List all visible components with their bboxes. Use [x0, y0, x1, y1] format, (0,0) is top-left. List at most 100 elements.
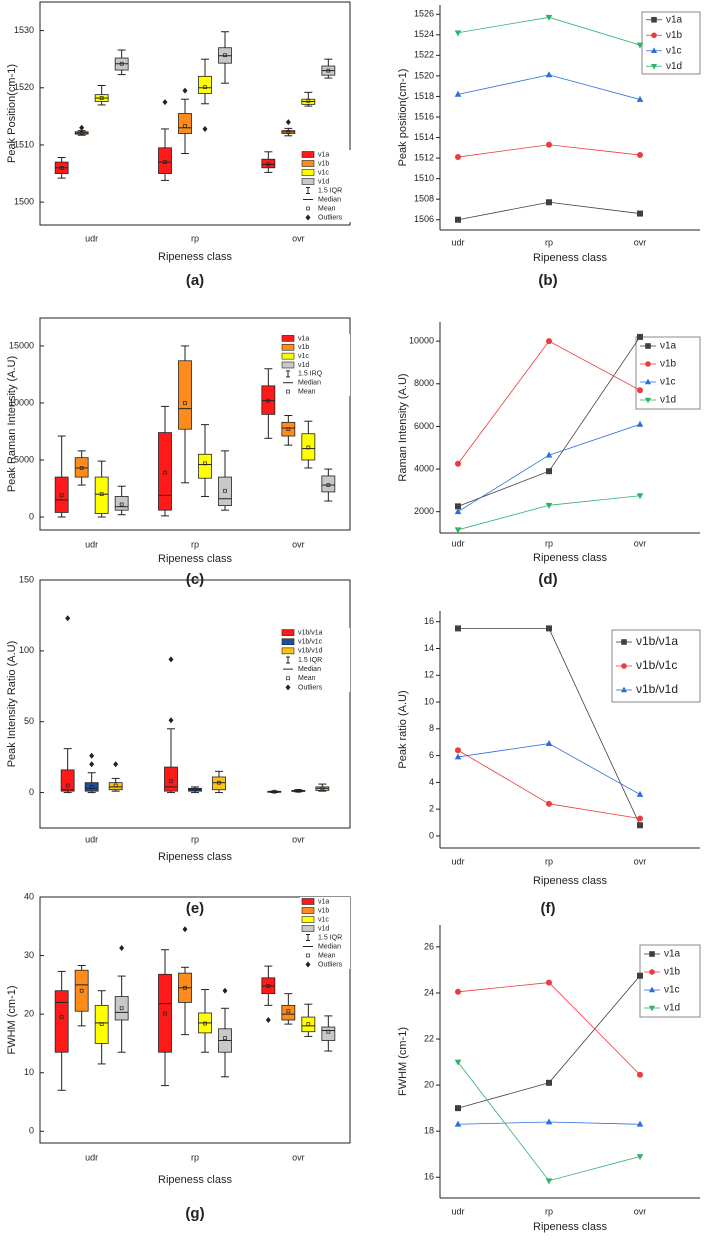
y-tick-label: 0 — [29, 787, 34, 797]
x-axis-label: Ripeness class — [533, 875, 607, 887]
y-tick-label: 1516 — [414, 111, 434, 121]
mean — [266, 398, 271, 403]
outlier — [162, 99, 168, 106]
marker — [649, 969, 655, 975]
legend-swatch — [301, 178, 315, 185]
marker — [455, 503, 461, 510]
x-tick-label: ovr — [634, 1206, 647, 1216]
y-tick-label: 12 — [424, 670, 434, 680]
mean — [113, 783, 118, 788]
y-tick-label: 1518 — [414, 91, 434, 101]
legend-label: ν1d — [318, 925, 329, 932]
legend-swatch — [281, 361, 295, 369]
box — [60, 769, 75, 792]
mean — [203, 85, 207, 90]
mean — [79, 466, 84, 470]
legend-glyph — [306, 953, 310, 958]
mean — [119, 1006, 124, 1011]
marker — [545, 71, 553, 78]
marker — [648, 986, 656, 993]
marker — [546, 338, 552, 345]
x-tick-label: ovr — [292, 1152, 305, 1162]
y-axis-label: Peak Intensity Ratio (A.U) — [6, 641, 18, 768]
y-tick-label: 10000 — [9, 397, 34, 407]
panel-caption: (c) — [186, 571, 204, 588]
marker — [637, 210, 643, 217]
legend-swatch — [301, 916, 315, 923]
mean — [266, 984, 271, 988]
mean — [163, 1011, 167, 1016]
marker — [455, 460, 461, 467]
marker — [545, 1118, 553, 1125]
panel-caption: (g) — [185, 1205, 204, 1222]
legend-box — [635, 336, 701, 410]
x-tick-label: ovr — [292, 834, 305, 844]
marker — [637, 387, 643, 394]
legend-label: ν1b/ν1c — [636, 658, 677, 672]
box — [158, 432, 172, 511]
y-tick-label: 40 — [24, 891, 34, 901]
legend-label: ν1d — [660, 395, 676, 406]
series-line — [457, 340, 641, 464]
marker — [650, 47, 658, 53]
legend-label: ν1b — [666, 30, 683, 41]
marker — [546, 979, 552, 986]
plot-frame — [39, 317, 351, 531]
legend-label: ν1b/ν1d — [636, 682, 678, 696]
legend-glyph — [285, 684, 291, 691]
x-axis-label: Ripeness class — [158, 1174, 232, 1186]
box — [108, 782, 123, 791]
y-tick-label: 1510 — [14, 139, 34, 149]
y-tick-label: 1520 — [414, 70, 434, 80]
outlier — [222, 987, 228, 994]
legend-label: ν1c — [318, 169, 329, 176]
legend-label: ν1b/ν1a — [636, 634, 678, 648]
marker — [455, 988, 461, 995]
box — [114, 996, 129, 1021]
y-axis-label: Peak Raman Intensity (A.U) — [6, 356, 18, 492]
outlier — [65, 615, 71, 622]
outlier — [265, 1017, 271, 1023]
marker — [650, 64, 658, 70]
box — [198, 75, 212, 94]
x-tick-label: rp — [545, 538, 553, 548]
mean — [286, 1009, 291, 1014]
box — [321, 475, 336, 493]
mean — [286, 129, 291, 134]
marker — [545, 14, 553, 21]
y-tick-label: 16 — [424, 1172, 434, 1182]
legend-label: Median — [318, 196, 341, 203]
panel-caption: (f) — [541, 900, 556, 917]
marker — [455, 747, 461, 754]
legend-label: ν1a — [318, 151, 329, 158]
mean — [89, 785, 94, 789]
marker — [648, 1005, 656, 1012]
marker — [546, 141, 552, 148]
y-axis-label: FWHM (cm-1) — [6, 985, 18, 1054]
legend-label: ν1a — [664, 949, 681, 960]
marker — [637, 333, 643, 340]
legend-label: ν1a — [318, 898, 329, 905]
legend-glyph — [306, 206, 310, 211]
legend-label: ν1b — [318, 160, 329, 167]
y-tick-label: 0 — [429, 830, 434, 840]
y-tick-label: 1520 — [14, 82, 34, 92]
x-tick-label: udr — [85, 1152, 98, 1162]
legend-label: ν1c — [660, 377, 676, 388]
y-tick-label: 1506 — [414, 214, 434, 224]
panel-caption: (b) — [538, 272, 557, 289]
outlier — [89, 761, 95, 768]
mean — [223, 53, 227, 58]
x-tick-label: udr — [451, 538, 464, 548]
x-tick-label: ovr — [292, 539, 305, 549]
legend-label: ν1a — [660, 341, 677, 352]
legend-label: 1.5 IQR — [318, 934, 342, 941]
legend-swatch — [281, 638, 295, 646]
y-tick-label: 10 — [24, 1067, 34, 1077]
marker — [636, 42, 644, 49]
plot-frame — [39, 1, 351, 226]
legend-label: ν1d — [664, 1003, 680, 1014]
y-tick-label: 8 — [429, 723, 434, 733]
y-tick-label: 10000 — [409, 336, 434, 346]
